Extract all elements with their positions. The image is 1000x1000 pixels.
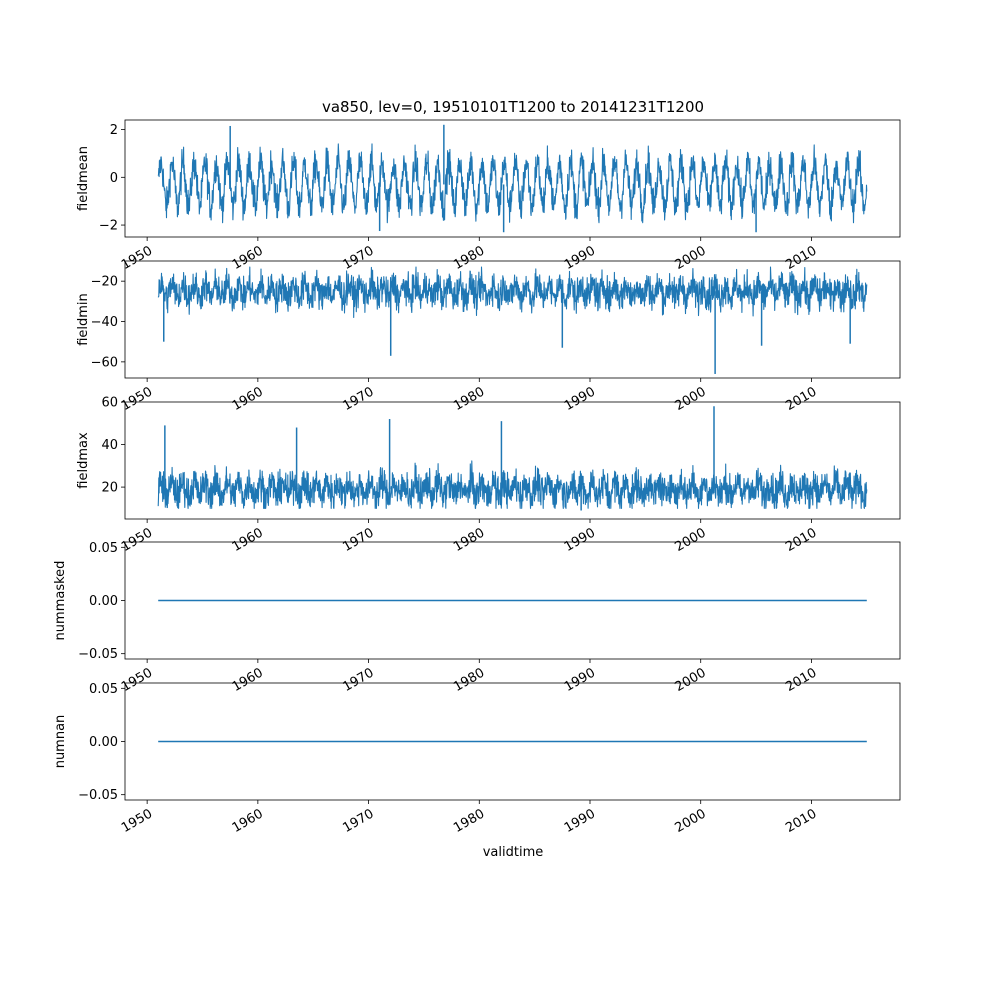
x-tick-label-numnan: 1950: [119, 806, 155, 836]
y-tick-label-numnan: 0.00: [89, 735, 118, 750]
axes-frame-fieldmin: [124, 260, 901, 379]
x-tick-label-fieldmin: 1950: [119, 384, 155, 414]
x-tick-label-fieldmin: 2000: [673, 384, 709, 414]
y-tick-label-numnan: 0.05: [89, 682, 118, 697]
x-tick-label-fieldmax: 2000: [673, 525, 709, 555]
x-tick-label-fieldmin: 1980: [451, 384, 487, 414]
x-tick-label-fieldmean: 1990: [562, 243, 598, 273]
x-tick-label-fieldmax: 1970: [340, 525, 376, 555]
x-tick-label-fieldmin: 2010: [783, 384, 819, 414]
y-tick-label-fieldmean: −2: [99, 219, 118, 234]
x-tick-label-nummasked: 1990: [562, 665, 598, 695]
axes-frame-fieldmean: [124, 119, 901, 238]
subplot-nummasked: −0.05 0.00 0.05 nummasked 1950 1960 1970 1980 19…: [53, 541, 901, 695]
x-tick-label-fieldmax: 1980: [451, 525, 487, 555]
y-tick-label-fieldmin: −20: [91, 275, 118, 290]
axes-frame-fieldmax: [124, 401, 901, 520]
x-tick-label-fieldmean: 2000: [673, 243, 709, 273]
x-tick-label-fieldmin: 1990: [562, 384, 598, 414]
series-line-fieldmax: [157, 460, 868, 509]
subplot-fieldmax: 20 40 60 fieldmax 1950 1960 1970 1980 1990 2000 20…: [76, 396, 901, 555]
x-tick-label-nummasked: 2000: [673, 665, 709, 695]
y-tick-label-fieldmax: 60: [101, 396, 118, 411]
x-tick-label-fieldmax: 1990: [562, 525, 598, 555]
y-tick-label-numnan: −0.05: [78, 788, 118, 803]
x-tick-label-fieldmin: 1970: [340, 384, 376, 414]
y-tick-label-fieldmax: 20: [101, 481, 118, 496]
x-tick-label-fieldmax: 1960: [230, 525, 266, 555]
x-tick-label-numnan: 2010: [783, 806, 819, 836]
y-axis-label-fieldmean: fieldmean: [76, 146, 91, 211]
subplot-numnan: −0.05 0.00 0.05 numnan 1950 1960 1970 1980 1990 2…: [53, 682, 901, 836]
x-tick-label-fieldmean: 1960: [230, 243, 266, 273]
x-tick-label-fieldmean: 2010: [783, 243, 819, 273]
x-tick-label-numnan: 1980: [451, 806, 487, 836]
y-tick-label-fieldmean: 0: [110, 171, 118, 186]
y-tick-label-fieldmin: −60: [91, 355, 118, 370]
y-tick-label-fieldmax: 40: [101, 438, 118, 453]
y-tick-label-fieldmean: 2: [110, 123, 118, 138]
x-tick-label-numnan: 1970: [340, 806, 376, 836]
x-tick-label-nummasked: 1950: [119, 665, 155, 695]
x-tick-label-numnan: 1990: [562, 806, 598, 836]
y-tick-label-nummasked: −0.05: [78, 647, 118, 662]
y-tick-label-nummasked: 0.05: [89, 541, 118, 556]
y-axis-label-numnan: numnan: [53, 715, 68, 769]
y-tick-label-fieldmin: −40: [91, 315, 118, 330]
chart-title: va850, lev=0, 19510101T1200 to 20141231T…: [322, 98, 704, 116]
y-axis-label-nummasked: nummasked: [53, 561, 68, 641]
series-line-fieldmean: [157, 143, 868, 224]
x-tick-label-fieldmean: 1950: [119, 243, 155, 273]
x-axis-label: validtime: [483, 845, 544, 860]
x-tick-label-fieldmax: 2010: [783, 525, 819, 555]
y-tick-label-nummasked: 0.00: [89, 594, 118, 609]
series-line-fieldmin: [157, 266, 868, 319]
x-tick-label-fieldmax: 1950: [119, 525, 155, 555]
x-tick-label-nummasked: 1970: [340, 665, 376, 695]
x-tick-label-nummasked: 1960: [230, 665, 266, 695]
y-axis-label-fieldmin: fieldmin: [76, 293, 91, 346]
x-tick-label-nummasked: 1980: [451, 665, 487, 695]
x-tick-label-nummasked: 2010: [783, 665, 819, 695]
x-tick-label-numnan: 1960: [230, 806, 266, 836]
y-axis-label-fieldmax: fieldmax: [76, 432, 91, 489]
x-tick-label-fieldmin: 1960: [230, 384, 266, 414]
x-tick-label-numnan: 2000: [673, 806, 709, 836]
